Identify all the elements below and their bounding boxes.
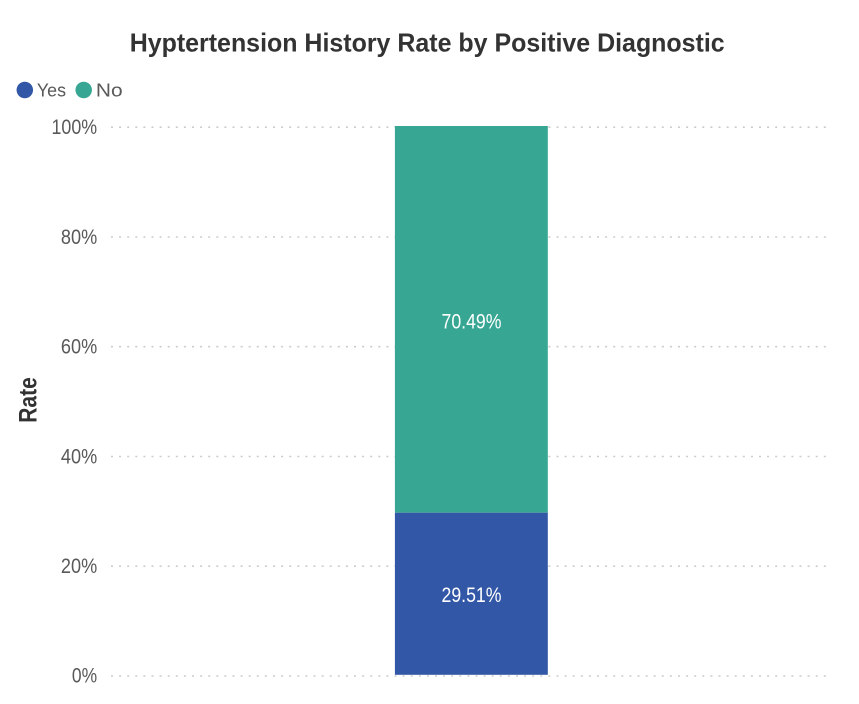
svg-text:29.51%: 29.51% — [442, 584, 502, 607]
svg-text:0%: 0% — [72, 665, 97, 688]
svg-text:Hyptertension History Rate by: Hyptertension History Rate by Positive D… — [130, 28, 725, 58]
svg-text:70.49%: 70.49% — [442, 310, 502, 333]
svg-text:40%: 40% — [61, 445, 97, 468]
svg-text:20%: 20% — [61, 555, 97, 578]
svg-text:Rate: Rate — [14, 377, 42, 423]
svg-text:80%: 80% — [61, 226, 97, 249]
svg-text:No: No — [96, 80, 123, 101]
svg-text:Yes: Yes — [37, 80, 66, 101]
svg-text:100%: 100% — [52, 116, 98, 139]
svg-text:60%: 60% — [61, 336, 97, 359]
